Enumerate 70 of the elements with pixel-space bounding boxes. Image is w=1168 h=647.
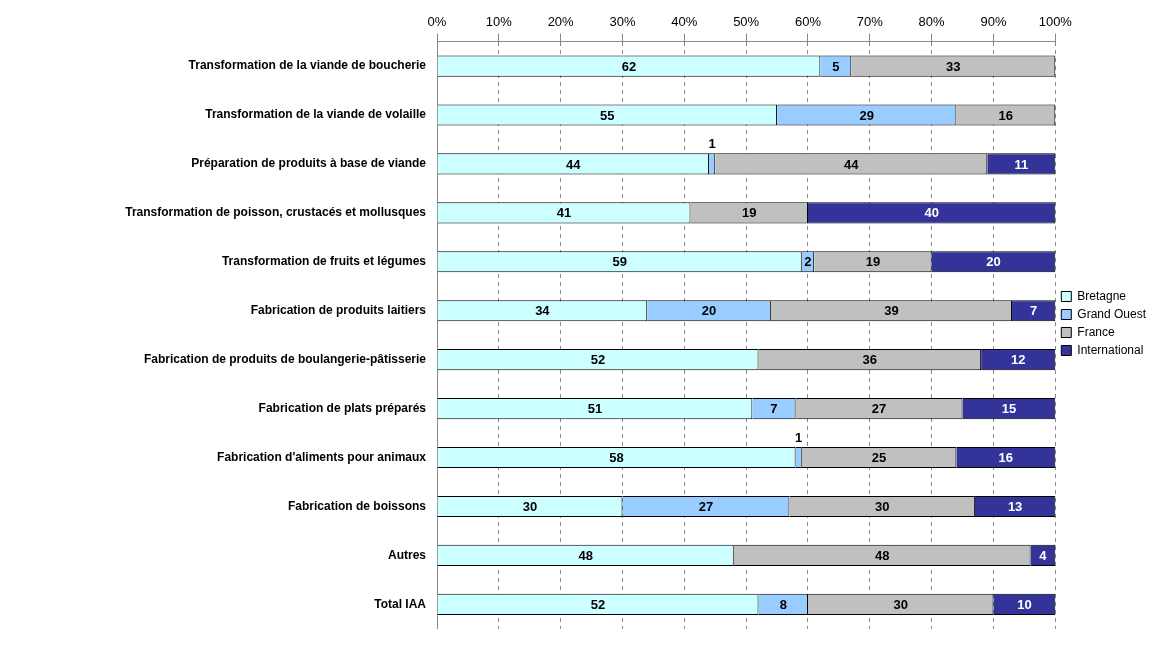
data-label: 55 bbox=[600, 107, 615, 123]
data-label: 20 bbox=[986, 254, 1001, 270]
data-label: 41 bbox=[556, 205, 572, 221]
data-label: 44 bbox=[566, 156, 582, 172]
y-tick-label: Préparation de produits à base de viande bbox=[191, 156, 427, 171]
data-label: 1 bbox=[708, 135, 716, 151]
data-label: 27 bbox=[698, 499, 714, 515]
x-tick-label: 0% bbox=[427, 14, 447, 30]
x-tick-label: 80% bbox=[918, 14, 946, 30]
data-label: 10 bbox=[1017, 596, 1032, 612]
y-tick-label: Transformation de la viande de volaille bbox=[205, 107, 427, 122]
data-label: 25 bbox=[871, 450, 887, 466]
y-tick-label: Fabrication de produits de boulangerie-pâtisserie bbox=[143, 351, 427, 366]
x-tick-label: 10% bbox=[485, 14, 513, 30]
data-label: 19 bbox=[865, 254, 881, 270]
y-tick-label: Fabrication de produits laitiers bbox=[250, 303, 427, 318]
data-label: 7 bbox=[770, 401, 778, 417]
x-tick-label: 30% bbox=[609, 14, 636, 30]
x-tick-label: 50% bbox=[733, 14, 760, 30]
data-label: 8 bbox=[779, 596, 787, 612]
y-tick-label: Fabrication de boissons bbox=[287, 498, 427, 513]
x-tick-label: 100% bbox=[1038, 14, 1073, 30]
data-label: 48 bbox=[874, 547, 890, 563]
legend-label: International bbox=[1077, 342, 1144, 357]
y-tick-label: Transformation de fruits et légumes bbox=[221, 254, 427, 269]
data-label: 44 bbox=[844, 156, 860, 172]
data-label: 13 bbox=[1007, 499, 1023, 515]
y-tick-label: Total IAA bbox=[374, 596, 427, 611]
data-label: 34 bbox=[535, 303, 551, 319]
x-tick-label: 60% bbox=[794, 14, 822, 30]
legend-label: Grand Ouest bbox=[1077, 306, 1147, 321]
x-tick-label: 70% bbox=[856, 14, 884, 30]
legend-label: France bbox=[1077, 324, 1115, 339]
y-tick-label: Fabrication de plats préparés bbox=[258, 400, 427, 415]
data-label: 4 bbox=[1039, 547, 1048, 563]
data-label: 16 bbox=[998, 107, 1014, 123]
x-tick-label: 40% bbox=[671, 14, 698, 30]
data-label: 33 bbox=[946, 58, 961, 74]
data-label: 59 bbox=[612, 254, 627, 270]
data-label: 16 bbox=[998, 450, 1014, 466]
data-label: 11 bbox=[1014, 156, 1029, 172]
data-label: 15 bbox=[1001, 401, 1017, 417]
data-label: 51 bbox=[587, 401, 603, 417]
data-label: 39 bbox=[884, 303, 899, 319]
data-label: 48 bbox=[578, 547, 593, 563]
data-label: 30 bbox=[893, 596, 908, 612]
data-label: 12 bbox=[1010, 352, 1026, 368]
y-tick-label: Transformation de poisson, crustacés et mollusques bbox=[125, 205, 427, 220]
y-tick-label: Transformation de la viande de boucherie bbox=[188, 58, 427, 73]
data-label: 27 bbox=[871, 401, 887, 417]
data-label: 36 bbox=[862, 352, 878, 368]
data-label: 2 bbox=[804, 254, 812, 270]
data-label: 19 bbox=[742, 205, 757, 221]
data-label: 62 bbox=[621, 58, 637, 74]
data-label: 29 bbox=[859, 107, 874, 123]
y-tick-label: Fabrication d'aliments pour animaux bbox=[217, 449, 427, 464]
data-label: 52 bbox=[590, 352, 606, 368]
data-label: 5 bbox=[832, 58, 840, 74]
data-label: 30 bbox=[522, 499, 538, 515]
data-label: 52 bbox=[590, 596, 606, 612]
data-label: 20 bbox=[701, 303, 717, 319]
y-tick-label: Autres bbox=[387, 547, 427, 562]
x-tick-label: 20% bbox=[547, 14, 575, 30]
data-label: 7 bbox=[1030, 303, 1038, 319]
data-label: 30 bbox=[874, 499, 890, 515]
legend-label: Bretagne bbox=[1077, 288, 1127, 303]
data-label: 58 bbox=[609, 450, 624, 466]
data-label: 40 bbox=[924, 205, 939, 221]
data-label: 1 bbox=[795, 429, 803, 445]
x-tick-label: 90% bbox=[980, 14, 1007, 30]
